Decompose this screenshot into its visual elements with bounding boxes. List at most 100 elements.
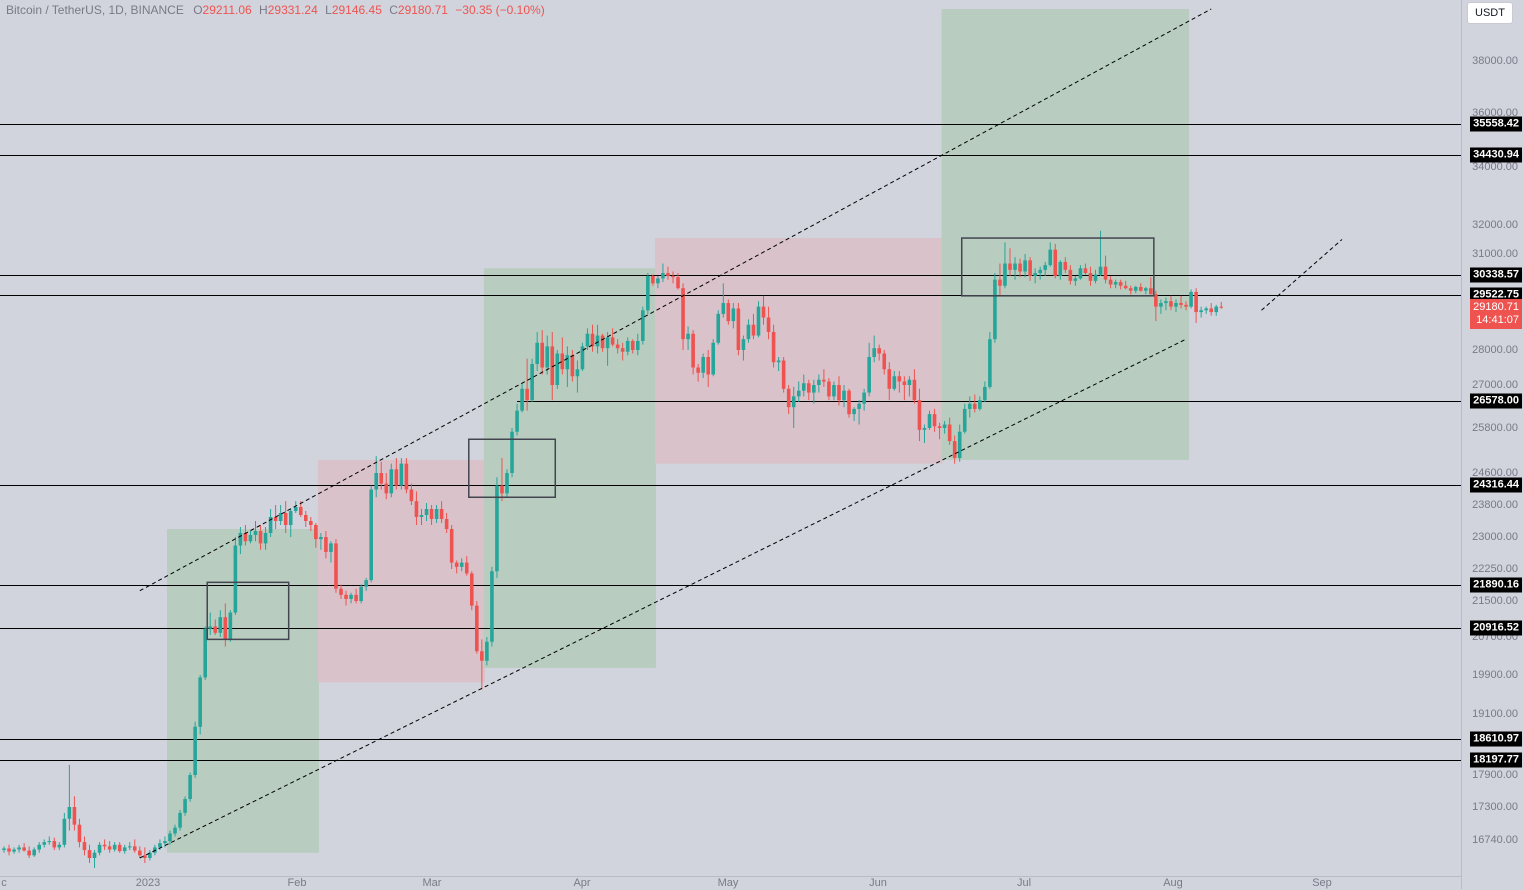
- candle: [1214, 304, 1219, 316]
- candle: [112, 842, 117, 852]
- candle-body: [877, 348, 882, 354]
- channel-trendline: [139, 338, 1187, 859]
- candle: [414, 491, 419, 525]
- candle-body: [87, 850, 92, 858]
- price-tick-label: 31000.00: [1472, 248, 1518, 260]
- candle: [404, 458, 409, 494]
- candle: [434, 505, 439, 523]
- candle-body: [947, 424, 952, 442]
- candle-body: [520, 388, 524, 411]
- candle-body: [419, 515, 424, 517]
- candle: [630, 339, 635, 354]
- open-label: O: [193, 3, 203, 17]
- candle: [827, 378, 831, 401]
- candle: [927, 410, 932, 430]
- candle-body: [258, 531, 263, 544]
- candle: [661, 263, 665, 283]
- currency-button[interactable]: USDT: [1467, 2, 1513, 24]
- candle: [2, 846, 6, 853]
- candle: [399, 458, 404, 490]
- candle: [595, 324, 600, 354]
- candle: [525, 358, 529, 411]
- candle: [756, 301, 761, 338]
- candle: [288, 509, 293, 537]
- candle: [444, 513, 449, 533]
- candle-body: [1088, 273, 1093, 281]
- candle-body: [364, 580, 368, 587]
- candle: [656, 275, 660, 289]
- candle: [761, 295, 766, 325]
- candle: [379, 461, 384, 490]
- candle: [872, 335, 876, 363]
- candle: [912, 369, 917, 404]
- candle: [208, 612, 213, 635]
- price-chart[interactable]: [0, 0, 1461, 876]
- candle: [505, 469, 509, 498]
- candle-body: [807, 383, 811, 393]
- candle-body: [651, 275, 655, 284]
- candle: [781, 357, 786, 393]
- level-price-tag: 18197.77: [1470, 752, 1522, 768]
- candle: [993, 273, 997, 343]
- candle: [258, 525, 263, 550]
- green-zone: [941, 9, 1190, 460]
- candle-body: [354, 594, 358, 601]
- candle: [520, 383, 524, 413]
- candle-body: [972, 403, 977, 409]
- level-price-tag: 18610.97: [1470, 731, 1522, 747]
- candle-body: [1058, 261, 1063, 276]
- candle-body: [892, 376, 897, 389]
- candle-body: [993, 279, 997, 340]
- level-price-tag: 29522.75: [1470, 287, 1522, 303]
- chart-area[interactable]: Bitcoin / TetherUS, 1D, BINANCE O29211.0…: [0, 0, 1461, 876]
- candle-body: [862, 392, 866, 404]
- candle-body: [580, 346, 585, 370]
- candle-body: [796, 390, 801, 397]
- candle: [1083, 263, 1088, 275]
- candle-body: [620, 348, 625, 352]
- level-price-tag: 34430.94: [1470, 147, 1522, 163]
- price-tick-label: 38000.00: [1472, 55, 1518, 67]
- candle: [857, 400, 861, 425]
- candle-body: [213, 626, 218, 633]
- candle-body: [540, 342, 545, 368]
- price-tick-label: 36000.00: [1472, 107, 1518, 119]
- candle-body: [847, 390, 851, 415]
- candle-body: [399, 463, 404, 486]
- candle-body: [927, 414, 932, 428]
- candle: [711, 339, 716, 377]
- candle-body: [1128, 288, 1133, 291]
- candle: [228, 610, 233, 642]
- candle: [807, 379, 811, 401]
- candle: [304, 511, 308, 527]
- candle: [117, 842, 122, 853]
- candle: [957, 424, 962, 462]
- candle: [917, 388, 922, 442]
- candle: [646, 273, 650, 314]
- candle-body: [625, 340, 630, 352]
- candle-body: [288, 511, 293, 525]
- candle: [731, 303, 736, 329]
- candle-body: [706, 357, 710, 375]
- candle-body: [2, 848, 6, 851]
- close-label: C: [389, 3, 398, 17]
- candle-body: [615, 344, 620, 349]
- candle-body: [132, 846, 137, 851]
- candle: [988, 331, 992, 389]
- candle: [671, 271, 675, 284]
- time-axis[interactable]: c 2023 Feb Mar Apr May Jun Jul Aug Sep: [0, 876, 1461, 890]
- candle: [424, 503, 429, 521]
- candle-body: [1144, 288, 1148, 291]
- candle-body: [656, 278, 660, 284]
- candle: [1008, 248, 1012, 276]
- candle: [600, 333, 605, 352]
- price-axis[interactable]: 38000.00 36000.00 34000.00 32000.00 31000.00…: [1461, 0, 1523, 889]
- candle: [837, 376, 841, 406]
- candle: [937, 422, 942, 440]
- candle-body: [907, 379, 912, 385]
- candle: [475, 601, 479, 654]
- candle: [464, 556, 469, 576]
- candle-body: [490, 571, 494, 642]
- candle-body: [570, 355, 575, 377]
- candle-body: [1123, 285, 1128, 289]
